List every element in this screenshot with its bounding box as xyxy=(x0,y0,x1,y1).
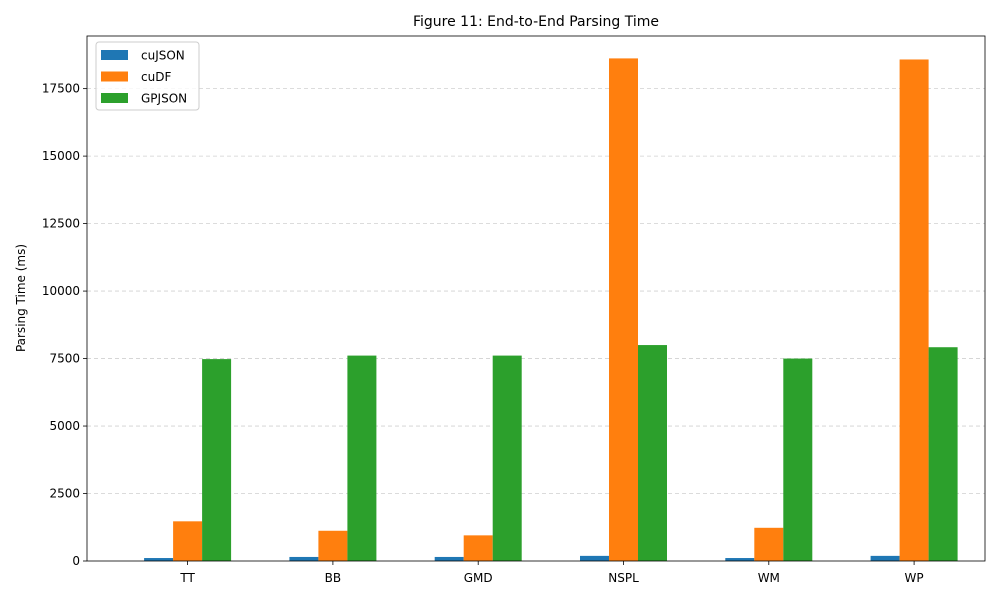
bar-gpjson-wp xyxy=(928,347,958,561)
bar-cujson-tt xyxy=(144,558,174,561)
legend-swatch-cudf xyxy=(101,71,128,82)
x-tick-label: BB xyxy=(325,571,341,585)
y-ticks: 0 2500 5000 7500 10000 12500 15000 17500 xyxy=(42,82,87,568)
bar-cujson-nspl xyxy=(580,555,609,561)
grid-lines xyxy=(87,88,985,494)
x-tick-label: GMD xyxy=(464,571,493,585)
bar-cudf-wp xyxy=(899,59,929,562)
x-ticks: TT BB GMD NSPL WM WP xyxy=(179,561,924,585)
legend-swatch-gpjson xyxy=(101,93,128,103)
bar-gpjson-tt xyxy=(202,359,232,561)
y-tick-label: 15000 xyxy=(42,149,80,163)
legend-label-gpjson: GPJSON xyxy=(141,92,187,106)
legend-label-cujson: cuJSON xyxy=(141,49,185,63)
bar-cudf-bb xyxy=(318,530,348,561)
x-tick-label: WP xyxy=(905,571,924,585)
legend: cuJSON cuDF GPJSON xyxy=(95,41,200,111)
bar-gpjson-gmd xyxy=(492,355,522,561)
y-tick-label: 10000 xyxy=(42,284,80,298)
bars xyxy=(144,58,958,562)
legend-label-cudf: cuDF xyxy=(141,70,171,84)
bar-cudf-nspl xyxy=(609,58,638,562)
chart-title: Figure 11: End-to-End Parsing Time xyxy=(413,14,659,30)
bar-cudf-gmd xyxy=(463,535,493,561)
x-tick-label: WM xyxy=(758,571,780,585)
bar-gpjson-bb xyxy=(347,355,377,561)
x-tick-label: TT xyxy=(179,571,195,585)
bar-gpjson-wm xyxy=(783,358,813,561)
y-tick-label: 7500 xyxy=(49,352,80,366)
plot-frame xyxy=(86,35,986,562)
axes xyxy=(86,35,986,562)
bar-gpjson-nspl xyxy=(638,345,667,561)
y-tick-label: 17500 xyxy=(42,82,80,96)
bar-cujson-bb xyxy=(289,556,319,561)
legend-swatch-cujson xyxy=(101,50,128,60)
y-tick-label: 5000 xyxy=(49,419,80,433)
bar-cujson-gmd xyxy=(434,556,464,561)
y-axis-title: Parsing Time (ms) xyxy=(14,244,28,352)
x-tick-label: NSPL xyxy=(608,571,639,585)
y-tick-label: 12500 xyxy=(42,217,80,231)
bar-cudf-tt xyxy=(173,521,203,561)
bar-cujson-wm xyxy=(725,558,755,561)
y-tick-label: 0 xyxy=(72,554,80,568)
y-tick-label: 2500 xyxy=(49,487,80,501)
bar-cudf-wm xyxy=(754,527,784,561)
bar-cujson-wp xyxy=(870,555,900,561)
